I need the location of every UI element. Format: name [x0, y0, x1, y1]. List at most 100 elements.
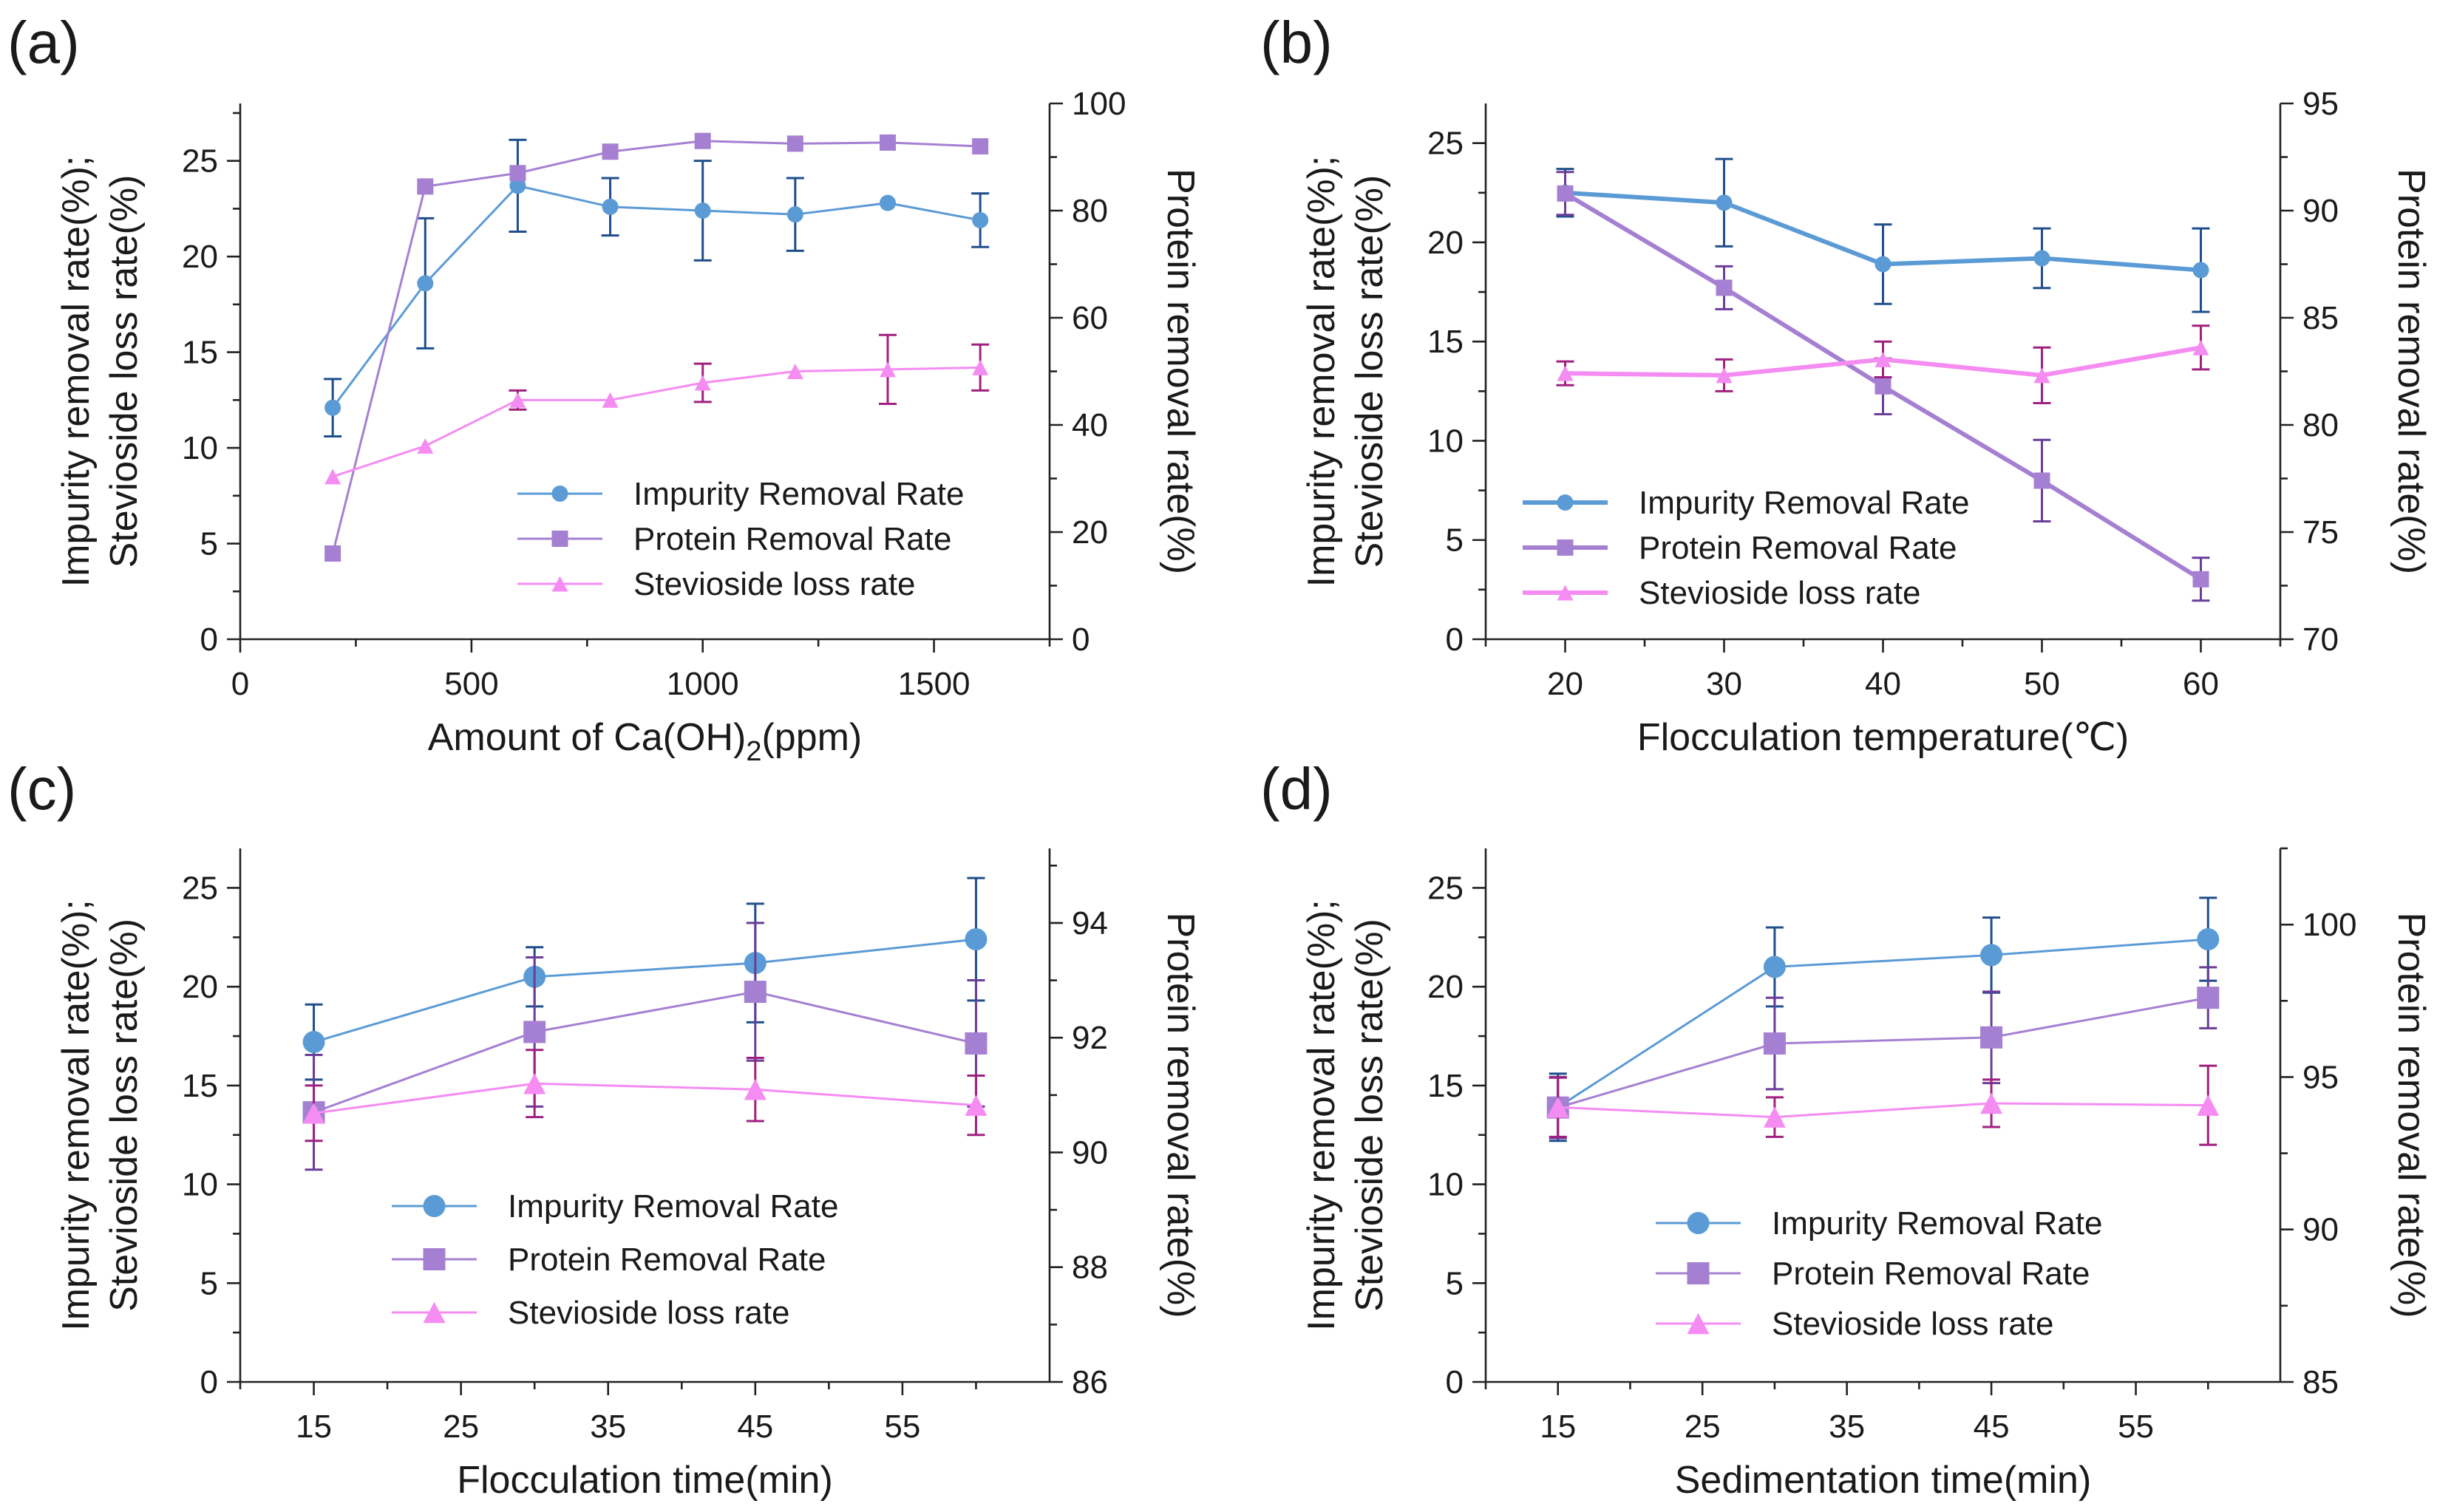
y-right-tick-label: 88: [1072, 1250, 1108, 1286]
data-point-stevioside: [965, 1094, 988, 1116]
data-point-impurity: [417, 275, 434, 292]
series-protein: [324, 132, 989, 562]
x-tick-label: 25: [443, 1409, 479, 1445]
y-right-tick-label: 70: [2302, 622, 2339, 658]
y-left-axis-title: Stevioside loss rate(%): [103, 919, 146, 1312]
legend: Impurity Removal Rate Protein Removal Rat…: [392, 1188, 838, 1331]
data-point-protein: [786, 135, 803, 152]
y-left-tick-label: 20: [1427, 225, 1464, 261]
data-point-stevioside: [2197, 1094, 2220, 1116]
panel-label: (a): [7, 10, 80, 75]
legend: Impurity Removal Rate Protein Removal Rat…: [1523, 485, 1969, 611]
data-point-stevioside: [523, 1072, 546, 1094]
legend: Impurity Removal Rate Protein Removal Rat…: [1656, 1205, 2102, 1342]
data-point-stevioside: [2192, 339, 2209, 355]
legend-marker-impurity: [1687, 1212, 1710, 1234]
legend-marker-protein: [551, 531, 568, 547]
series-line-protein: [313, 990, 976, 1114]
data-point-stevioside: [1763, 1106, 1786, 1128]
data-point-impurity: [2192, 262, 2209, 279]
y-left-axis-title: Impurity removal rate(%);: [55, 156, 98, 588]
legend-label-protein: Protein Removal Rate: [1639, 530, 1957, 566]
data-point-stevioside: [2033, 367, 2050, 384]
data-point-stevioside: [417, 438, 434, 454]
y-right-tick-label: 60: [1072, 300, 1108, 336]
x-tick-label: 0: [231, 666, 249, 702]
data-point-protein: [417, 178, 434, 195]
data-point-stevioside: [786, 364, 803, 379]
x-tick-label: 1500: [898, 666, 971, 702]
series-line-protein: [331, 140, 981, 554]
data-point-protein: [523, 1021, 546, 1043]
data-point-protein: [694, 132, 711, 149]
legend-label-protein: Protein Removal Rate: [633, 521, 951, 557]
legend-label-impurity: Impurity Removal Rate: [633, 476, 964, 512]
y-left-tick-label: 10: [182, 1167, 218, 1203]
data-point-stevioside: [602, 392, 619, 408]
legend: Impurity Removal Rate Protein Removal Rat…: [517, 476, 964, 602]
data-point-protein: [2197, 987, 2220, 1009]
y-left-tick-label: 25: [1427, 870, 1464, 906]
data-point-impurity: [1980, 944, 2003, 967]
legend-marker-protein: [1687, 1262, 1710, 1284]
x-axis-title: Sedimentation time(min): [1675, 1459, 2092, 1502]
data-point-impurity: [2033, 250, 2050, 267]
y-right-tick-label: 95: [2302, 86, 2339, 122]
x-tick-label: 55: [884, 1409, 920, 1445]
data-point-impurity: [509, 177, 526, 194]
data-point-protein: [1875, 378, 1892, 395]
x-tick-label: 35: [590, 1409, 626, 1445]
y-left-tick-label: 10: [182, 430, 218, 466]
y-right-axis-title: Protein removal rate(%): [2390, 912, 2433, 1318]
legend-marker-stevioside: [1687, 1312, 1710, 1335]
panel-b: (b) 20 30 40 50 60 0 5 10 15 20 25 70 75 80 85 90 95 Flocc…: [1260, 10, 2433, 759]
y-left-axis-title: Stevioside loss rate(%): [103, 175, 146, 568]
series-impurity: [1546, 896, 2220, 1142]
data-point-impurity: [965, 928, 988, 951]
x-axis-title: Amount of Ca(OH)2(ppm): [428, 716, 863, 767]
series-line-stevioside: [313, 1082, 976, 1114]
data-point-stevioside: [1875, 351, 1892, 367]
y-left-tick-label: 15: [1427, 1068, 1464, 1104]
data-point-impurity: [694, 202, 711, 219]
y-left-axis-title: Stevioside loss rate(%): [1348, 175, 1391, 568]
data-point-stevioside: [972, 359, 989, 375]
panel-label: (b): [1260, 10, 1333, 75]
y-left-tick-label: 20: [182, 239, 218, 275]
legend-label-stevioside: Stevioside loss rate: [508, 1295, 790, 1331]
data-point-protein: [324, 545, 341, 562]
data-point-protein: [1716, 279, 1733, 296]
legend-marker-stevioside: [423, 1301, 446, 1324]
y-right-axis-title: Protein removal rate(%): [2390, 168, 2433, 574]
legend-label-impurity: Impurity Removal Rate: [508, 1188, 838, 1225]
y-right-axis-title: Protein removal rate(%): [1159, 912, 1202, 1318]
legend-label-impurity: Impurity Removal Rate: [1639, 485, 1969, 521]
data-point-protein: [2033, 472, 2050, 489]
x-tick-label: 45: [1974, 1409, 2010, 1445]
legend-marker-impurity: [551, 486, 568, 502]
y-left-tick-label: 5: [200, 1265, 218, 1301]
y-left-tick-label: 0: [200, 1364, 218, 1400]
series-impurity: [302, 876, 988, 1081]
legend-marker-impurity: [1557, 494, 1574, 511]
legend-marker-stevioside: [551, 576, 568, 592]
series-line-impurity: [331, 184, 981, 409]
y-left-tick-label: 25: [1427, 126, 1464, 162]
legend-label-protein: Protein Removal Rate: [508, 1242, 826, 1278]
data-point-impurity: [2197, 928, 2220, 951]
legend-marker-impurity: [423, 1195, 446, 1217]
series-protein: [302, 922, 988, 1171]
series-line-impurity: [313, 938, 976, 1043]
y-right-tick-label: 40: [1072, 407, 1108, 443]
data-point-impurity: [302, 1031, 325, 1054]
x-tick-label: 40: [1865, 666, 1901, 702]
y-right-tick-label: 0: [1072, 622, 1090, 658]
x-tick-label: 20: [1547, 666, 1583, 702]
y-left-tick-label: 15: [182, 1068, 218, 1104]
panel-label: (c): [7, 756, 76, 822]
data-point-protein: [1557, 185, 1574, 202]
y-right-tick-label: 85: [2302, 300, 2339, 336]
data-point-impurity: [880, 194, 896, 211]
series-protein: [1556, 171, 2210, 602]
data-point-impurity: [1716, 194, 1733, 211]
